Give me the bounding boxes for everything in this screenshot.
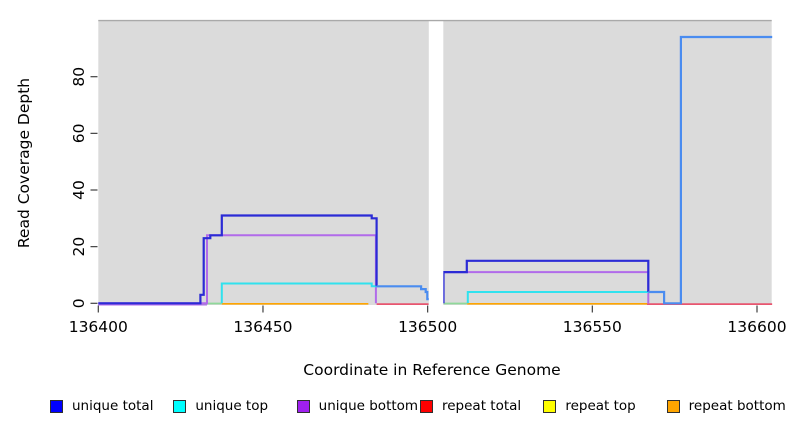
legend-label-unique-top: unique top [195,398,269,414]
legend-label-repeat-bottom: repeat bottom [688,398,786,414]
legend-swatch-unique-total-icon [50,399,63,413]
y-tick-label: 0 [70,298,88,308]
series-total-top-overlap-1-line [376,285,429,301]
x-tick-label: 136600 [727,318,786,336]
x-tick-label: 136550 [563,318,622,336]
legend-label-unique-bottom: unique bottom [318,398,419,414]
no-data-gap-band [428,21,444,305]
y-tick-label: 60 [70,123,88,143]
x-tick-label: 136450 [233,318,292,336]
series-total-top-overlap-2-line [648,35,773,305]
y-tick-label: 20 [70,237,88,257]
legend-swatch-repeat-total-icon [420,399,433,413]
legend-swatch-repeat-bottom-icon [666,399,680,413]
legend-swatch-unique-bottom-icon [296,399,310,413]
legend-swatch-repeat-top-icon [543,399,557,413]
series-unique-total-hump-2-line [442,259,650,304]
legend-item-repeat-total: repeat total [420,398,543,414]
series-unique-top-hump-1-line [220,282,377,304]
legend-label-unique-total: unique total [72,398,154,414]
legend-item-unique-bottom: unique bottom [296,398,420,414]
y-axis-title: Read Coverage Depth [15,77,33,249]
x-tick-label: 136400 [69,318,128,336]
legend-item-unique-top: unique top [173,398,296,414]
legend-item-unique-total: unique total [50,398,173,414]
y-tick-label: 80 [70,67,88,87]
series-unique-total-hump-1-line [98,214,378,305]
x-tick-label: 136500 [398,318,457,336]
legend-item-repeat-bottom: repeat bottom [666,398,790,414]
x-axis-title: Coordinate in Reference Genome [303,361,561,379]
y-tick-label: 40 [70,180,88,200]
legend-item-repeat-top: repeat top [543,398,666,414]
legend-label-repeat-top: repeat top [565,398,636,414]
legend-label-repeat-total: repeat total [442,398,522,414]
series-unique-top-hump-2-line [466,291,649,304]
legend-swatch-unique-top-icon [173,399,187,413]
legend: unique total unique top unique bottom re… [50,398,790,414]
